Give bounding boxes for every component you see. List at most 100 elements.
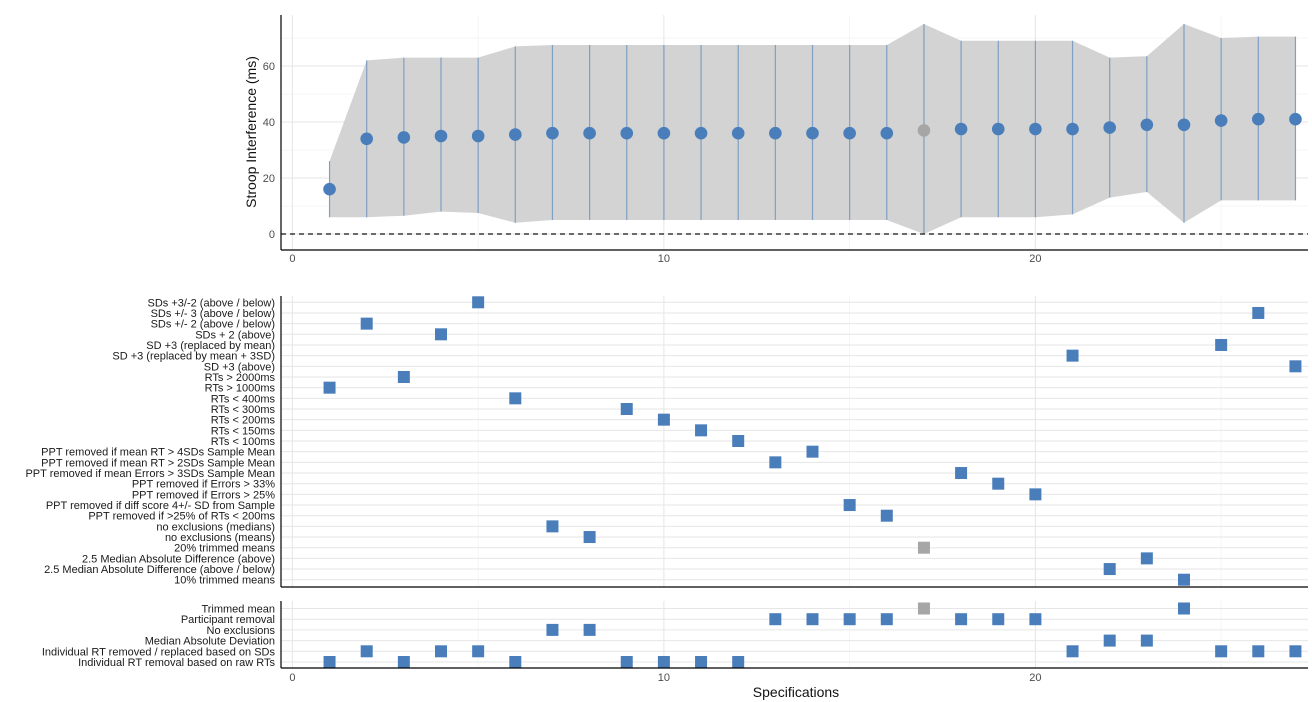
y-axis-title: Stroop Interference (ms) (243, 56, 259, 208)
estimate-point (509, 128, 522, 141)
rule-marker (583, 531, 596, 544)
row-label: PPT removed if Errors > 33% (132, 479, 275, 491)
category-marker (806, 613, 819, 626)
row-label: PPT removed if >25% of RTs < 200ms (88, 511, 275, 523)
category-marker (397, 656, 410, 668)
row-label: PPT removed if mean RT > 4SDs Sample Mea… (41, 447, 275, 459)
x-tick-label: 0 (289, 672, 295, 684)
estimate-point (954, 122, 968, 136)
estimate-point (1140, 118, 1154, 132)
rule-marker (1215, 338, 1228, 351)
category-marker (509, 656, 522, 668)
rule-marker (546, 520, 559, 533)
x-tick-label: 0 (289, 253, 295, 265)
estimate-point (397, 131, 411, 144)
category-label: Individual RT removal based on raw RTs (78, 657, 275, 669)
row-label: PPT removed if Errors > 25% (132, 489, 275, 501)
row-label: 2.5 Median Absolute Difference (above / … (44, 564, 275, 576)
category-label: Median Absolute Deviation (145, 636, 275, 648)
row-label: 2.5 Median Absolute Difference (above) (82, 553, 275, 565)
rule-marker (1289, 360, 1302, 373)
estimate-point (1177, 118, 1191, 132)
estimate-point (471, 129, 485, 143)
category-marker (1178, 602, 1190, 615)
x-tick-label: 20 (1029, 672, 1041, 684)
category-marker (435, 645, 447, 658)
category-marker (323, 656, 336, 668)
category-marker (695, 656, 708, 668)
estimate-point (583, 126, 596, 140)
estimate-point (694, 126, 708, 140)
row-label: RTs < 400ms (211, 393, 276, 405)
estimate-point (1214, 114, 1228, 127)
rule-marker (1252, 306, 1265, 319)
category-label: No exclusions (207, 625, 276, 637)
estimate-point (1029, 122, 1042, 136)
rule-marker (955, 467, 968, 480)
row-label: PPT removed if mean Errors > 3SDs Sample… (25, 468, 275, 480)
row-label: PPT removed if diff score 4+/- SD from S… (46, 500, 275, 512)
row-label: SD +3 (replaced by mean + 3SD) (112, 351, 275, 363)
rule-marker (1066, 349, 1079, 362)
row-label: RTs < 200ms (211, 415, 276, 427)
row-label: no exclusions (means) (165, 532, 275, 544)
estimate-point (991, 122, 1005, 136)
row-label: 20% trimmed means (174, 543, 275, 555)
category-marker (360, 645, 373, 658)
rule-marker (509, 392, 522, 405)
row-label: RTs < 100ms (211, 436, 276, 448)
row-label: RTs < 150ms (211, 425, 276, 437)
rule-marker (360, 317, 373, 330)
category-marker (472, 645, 485, 658)
row-label: RTs < 300ms (211, 404, 276, 416)
category-label: Trimmed mean (201, 604, 275, 616)
category-marker (769, 613, 782, 626)
category-label: Participant removal (181, 614, 275, 626)
rule-marker (1103, 563, 1116, 576)
rule-marker (323, 381, 336, 394)
rule-marker (806, 445, 819, 458)
y-tick-label: 20 (263, 173, 275, 185)
estimate-point (323, 182, 336, 196)
row-label: 10% trimmed means (174, 575, 275, 587)
rule-marker (657, 413, 670, 426)
row-label: RTs > 2000ms (205, 372, 276, 384)
category-marker (620, 656, 633, 668)
row-label: SD +3 (replaced by mean) (146, 340, 275, 352)
y-tick-label: 40 (263, 117, 275, 129)
rule-marker (472, 296, 485, 309)
category-marker (992, 613, 1005, 626)
estimate-point (1289, 112, 1302, 126)
rule-marker (435, 328, 447, 341)
estimate-point (360, 132, 374, 146)
x-axis-title: Specifications (753, 684, 839, 700)
estimate-point (1103, 121, 1116, 134)
category-marker (732, 656, 745, 668)
category-marker (657, 656, 670, 668)
rule-marker (1029, 488, 1042, 501)
estimate-point (917, 124, 931, 137)
row-label: SDs +/- 2 (above / below) (151, 319, 275, 331)
x-tick-label: 10 (658, 253, 670, 265)
estimate-point (546, 126, 559, 140)
category-marker (1215, 645, 1228, 658)
estimate-point (620, 126, 634, 140)
rule-marker (1178, 573, 1190, 586)
estimate-point (657, 126, 671, 140)
category-marker (1252, 645, 1265, 658)
row-label: no exclusions (medians) (156, 521, 275, 533)
rule-marker (917, 541, 930, 554)
estimate-point (843, 126, 856, 140)
category-marker (917, 602, 930, 615)
row-label: SD +3 (above) (204, 361, 275, 373)
rule-marker (992, 477, 1005, 490)
category-marker (1140, 634, 1153, 647)
y-tick-label: 0 (269, 229, 275, 241)
x-tick-label: 10 (658, 672, 670, 684)
rule-marker (397, 370, 410, 383)
rule-marker (880, 509, 893, 522)
row-label: SDs +/- 3 (above / below) (151, 308, 275, 320)
row-label: RTs > 1000ms (205, 383, 276, 395)
